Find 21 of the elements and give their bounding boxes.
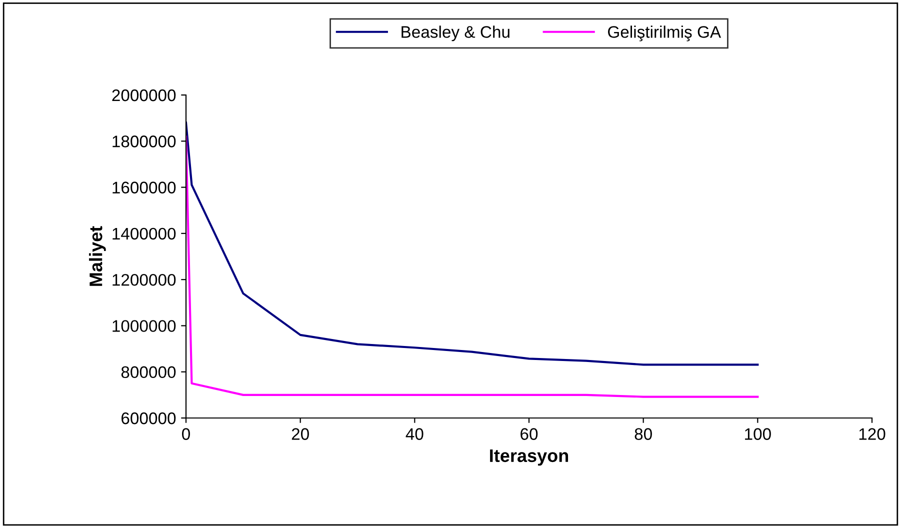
legend-label: Geliştirilmiş GA <box>608 26 722 42</box>
y-tick-label: 1000000 <box>112 320 176 332</box>
x-tick-label: 20 <box>292 428 309 440</box>
x-tick-label: 120 <box>859 428 886 440</box>
y-tick-label: 1400000 <box>112 228 176 240</box>
x-tick-label: 40 <box>406 428 424 440</box>
y-tick-label: 2000000 <box>112 89 176 102</box>
x-tick-label: 100 <box>745 428 771 440</box>
y-tick-label: 1800000 <box>112 136 176 148</box>
y-tick-label: 600000 <box>122 412 176 424</box>
legend-label: Beasley & Chu <box>402 26 510 42</box>
y-axis-title: Maliyet <box>89 226 106 286</box>
x-tick-label: 0 <box>182 428 190 440</box>
line-series <box>186 122 759 366</box>
line-series <box>186 135 759 398</box>
y-tick-label: 1600000 <box>112 182 176 194</box>
x-tick-label: 80 <box>634 428 652 440</box>
y-tick-label: 1200000 <box>112 274 176 286</box>
y-tick-label: 800000 <box>121 366 176 378</box>
x-axis-title: Iterasyon <box>490 449 568 466</box>
x-tick-label: 60 <box>520 428 538 440</box>
